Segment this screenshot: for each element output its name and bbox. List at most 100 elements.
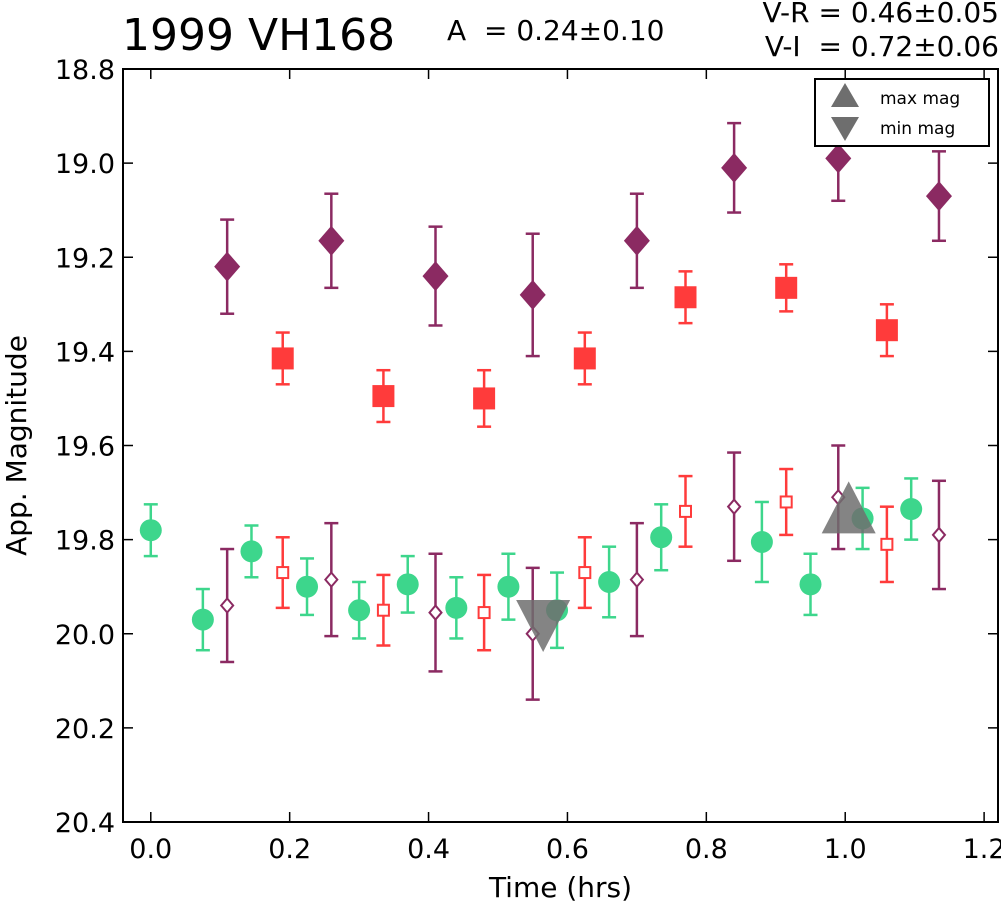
min-mag-legend-marker xyxy=(831,117,859,141)
diamond-marker xyxy=(925,181,952,212)
data-point-V-circle-filled xyxy=(900,477,923,541)
diamond-marker xyxy=(623,225,650,256)
data-point-R-square-open xyxy=(879,505,894,584)
data-point-R-square-open xyxy=(577,536,592,610)
circle-marker xyxy=(650,526,673,549)
data-point-I-diamond-filled xyxy=(925,150,952,243)
diamond-marker xyxy=(214,251,241,282)
data-point-R-square-filled xyxy=(674,270,697,325)
chart-title: 1999 VH168 xyxy=(122,10,396,61)
data-point-V-circle-filled xyxy=(348,580,371,640)
open-square-marker xyxy=(376,603,390,617)
circle-marker xyxy=(445,596,468,619)
circle-marker xyxy=(296,575,319,598)
data-point-I-diamond-open xyxy=(428,552,443,673)
circle-marker xyxy=(598,570,621,593)
data-point-R-square-open xyxy=(376,573,391,647)
y-tick-label: 20.0 xyxy=(55,620,115,651)
circle-marker xyxy=(799,573,822,596)
y-tick-label: 20.4 xyxy=(55,808,115,839)
data-point-I-diamond-open xyxy=(219,547,235,664)
data-point-I-diamond-filled xyxy=(214,218,241,315)
data-point-R-square-open xyxy=(779,467,794,537)
square-marker xyxy=(875,319,898,342)
data-point-V-circle-filled xyxy=(598,545,621,619)
x-tick-label: 0.4 xyxy=(407,834,450,865)
open-diamond-marker xyxy=(219,596,235,615)
data-point-I-diamond-filled xyxy=(422,225,449,327)
open-square-marker xyxy=(779,495,793,509)
y-tick-label: 19.0 xyxy=(55,149,115,180)
data-point-I-diamond-open xyxy=(931,479,947,591)
y-tick-label: 20.2 xyxy=(55,714,115,745)
diamond-marker xyxy=(825,143,852,174)
open-diamond-marker xyxy=(324,571,339,589)
open-square-marker xyxy=(679,504,692,518)
diamond-marker xyxy=(519,279,546,310)
legend: max mag min mag xyxy=(814,78,990,147)
v-i-color-label: V-I = 0.72±0.06 xyxy=(764,30,999,63)
max-mag-legend-marker xyxy=(831,83,859,107)
circle-marker xyxy=(348,599,371,622)
data-point-I-diamond-filled xyxy=(623,192,650,290)
open-square-marker xyxy=(578,566,592,580)
data-point-V-circle-filled xyxy=(240,524,263,579)
data-point-R-square-filled xyxy=(372,368,395,424)
square-marker xyxy=(473,387,496,410)
data-point-R-square-filled xyxy=(573,331,596,386)
data-point-V-circle-filled xyxy=(750,500,773,584)
v-r-color-label: V-R = 0.46±0.05 xyxy=(762,0,999,29)
data-point-V-circle-filled xyxy=(799,552,822,617)
data-point-V-circle-filled xyxy=(396,554,419,614)
y-axis-label: App. Magnitude xyxy=(0,335,33,556)
x-axis-label: Time (hrs) xyxy=(488,871,632,904)
x-tick-label: 1.0 xyxy=(824,834,867,865)
square-marker xyxy=(573,347,596,370)
plot-frame xyxy=(122,68,999,823)
diamond-marker xyxy=(721,152,748,183)
open-square-marker xyxy=(477,606,491,620)
y-tick-label: 19.8 xyxy=(55,526,115,557)
legend-label: max mag xyxy=(880,89,960,109)
y-tick-label: 19.4 xyxy=(55,337,115,368)
circle-marker xyxy=(497,575,520,598)
data-point-R-square-open xyxy=(477,573,492,652)
circle-marker xyxy=(240,540,263,563)
x-tick-label: 0.2 xyxy=(268,834,311,865)
open-diamond-marker xyxy=(931,526,947,544)
data-point-I-diamond-filled xyxy=(721,121,748,214)
data-point-I-diamond-open xyxy=(726,451,742,563)
open-square-marker xyxy=(276,566,290,580)
data-point-R-square-filled xyxy=(875,303,898,358)
circle-marker xyxy=(191,608,214,631)
x-tick-label: 0.0 xyxy=(129,834,172,865)
circle-marker xyxy=(139,519,162,542)
data-point-R-square-open xyxy=(275,536,290,610)
legend-label: min mag xyxy=(880,119,955,139)
data-point-V-circle-filled xyxy=(191,587,214,652)
amplitude-label: A = 0.24±0.10 xyxy=(447,14,665,47)
circle-marker xyxy=(900,498,923,521)
y-tick-label: 19.6 xyxy=(55,432,115,463)
diamond-marker xyxy=(318,225,345,256)
data-point-I-diamond-open xyxy=(629,521,645,638)
x-tick-label: 0.8 xyxy=(685,834,728,865)
open-diamond-marker xyxy=(629,571,645,589)
data-point-R-square-filled xyxy=(271,331,294,386)
square-marker xyxy=(775,276,798,299)
max-mag-marker xyxy=(821,481,876,534)
data-point-V-circle-filled xyxy=(296,557,319,617)
square-marker xyxy=(674,286,697,309)
min-mag-marker xyxy=(516,599,571,652)
circle-marker xyxy=(396,573,419,596)
data-point-V-circle-filled xyxy=(445,576,468,640)
data-point-I-diamond-filled xyxy=(318,192,345,290)
data-point-V-circle-filled xyxy=(139,503,162,558)
data-point-V-circle-filled xyxy=(497,552,520,621)
x-tick-label: 1.2 xyxy=(963,834,1001,865)
open-diamond-marker xyxy=(428,604,443,622)
data-point-I-diamond-open xyxy=(324,521,339,638)
y-tick-label: 18.8 xyxy=(55,55,115,86)
x-tick-label: 0.6 xyxy=(546,834,589,865)
